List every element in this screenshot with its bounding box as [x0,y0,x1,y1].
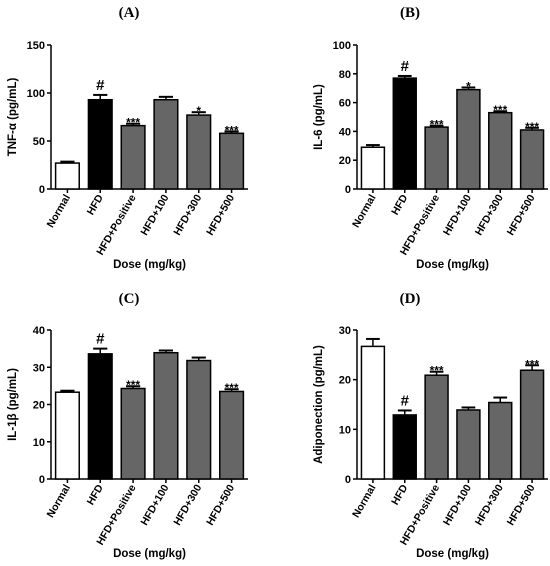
y-axis-title: IL-6 (pg/mL) [313,84,325,150]
bar [87,353,113,480]
bar [488,401,513,480]
y-tick-label: 0 [345,474,351,486]
y-tick-label: 0 [39,474,45,486]
category-label: HFD+300 [473,482,506,527]
y-tick-label: 10 [339,424,351,436]
category-label: Normal [350,192,379,229]
category-label: Normal [350,482,379,519]
significance-marker: *** [225,381,239,395]
y-tick-label: 30 [33,362,45,374]
y-tick-label: 10 [33,437,45,449]
significance-marker: *** [126,378,140,392]
x-axis-title: Dose (mg/kg) [113,548,186,560]
panel-letter: (B) [400,5,420,21]
bar [153,351,179,480]
significance-marker: # [96,77,105,94]
bar [186,359,212,480]
significance-marker: *** [525,357,539,371]
panel-letter: (C) [119,291,140,307]
bar [54,391,80,480]
category-label: HFD+500 [204,482,237,527]
y-tick-label: 20 [339,375,351,387]
significance-marker: * [466,79,471,93]
bar [360,146,386,190]
significance-marker: *** [225,123,239,137]
category-label: HFD [389,192,410,217]
category-label: HFD+500 [505,482,538,527]
y-tick-label: 80 [339,69,351,81]
y-tick-label: 40 [339,126,351,138]
bar [424,126,449,190]
y-axis-title: Adiponection (pg/mL) [313,345,325,464]
bar [488,111,513,190]
category-label: HFD [85,192,106,217]
significance-marker: # [96,331,105,348]
category-label: HFD+100 [441,192,474,237]
y-tick-label: 20 [339,155,351,167]
bar [392,414,417,480]
bar [54,162,80,190]
bar [186,114,212,190]
panel-letter: (D) [400,291,421,307]
y-axis-title: TNF-α (pg/mL) [7,78,19,157]
category-label: HFD+300 [171,192,204,237]
x-axis-title: Dose (mg/kg) [416,259,489,271]
y-tick-label: 0 [345,184,351,196]
bar [519,369,545,480]
y-tick-label: 100 [333,40,351,52]
significance-marker: *** [493,103,507,117]
significance-marker: # [401,392,410,409]
significance-marker: # [401,58,410,75]
category-label: HFD [389,482,410,507]
x-axis-title: Dose (mg/kg) [113,259,186,271]
x-axis-title: Dose (mg/kg) [416,548,489,560]
y-tick-label: 60 [339,98,351,110]
category-label: Normal [45,482,74,519]
bar [120,387,146,480]
significance-marker: *** [430,118,444,132]
y-tick-label: 150 [27,40,45,52]
bar [219,390,245,480]
category-label: HFD+500 [505,192,538,237]
y-tick-label: 20 [33,400,45,412]
significance-marker: * [196,104,201,118]
chart-panel: (B) 0 20 40 60 80 100 IL-6 (pg/mL) Normal HFD # HFD… [313,5,548,271]
bar [519,129,545,190]
category-label: HFD+500 [204,192,237,237]
chart-panel: (D) 0 10 20 30 Adiponection (pg/mL) Normal HFD #… [313,291,548,560]
bar [456,409,481,480]
y-tick-label: 0 [39,184,45,196]
category-label: HFD+300 [473,192,506,237]
panel-letter: (A) [119,5,140,21]
category-label: HFD [85,482,106,507]
bar [424,374,449,480]
significance-marker: *** [430,364,444,378]
bar [456,88,481,190]
bar [87,98,113,190]
category-label: Normal [45,192,74,229]
category-label: HFD+100 [441,482,474,527]
category-label: HFD+100 [139,482,172,527]
bar [120,124,146,190]
bar [360,345,386,480]
category-label: HFD+300 [171,482,204,527]
bar [153,98,179,190]
significance-marker: *** [525,120,539,134]
bar [219,132,245,190]
y-tick-label: 100 [27,88,45,100]
y-tick-label: 50 [33,136,45,148]
significance-marker: *** [126,116,140,130]
bar [392,77,417,190]
y-tick-label: 30 [339,325,351,337]
category-label: HFD+100 [139,192,172,237]
y-axis-title: IL-1β (pg/mL) [7,368,19,441]
y-tick-label: 40 [33,325,45,337]
